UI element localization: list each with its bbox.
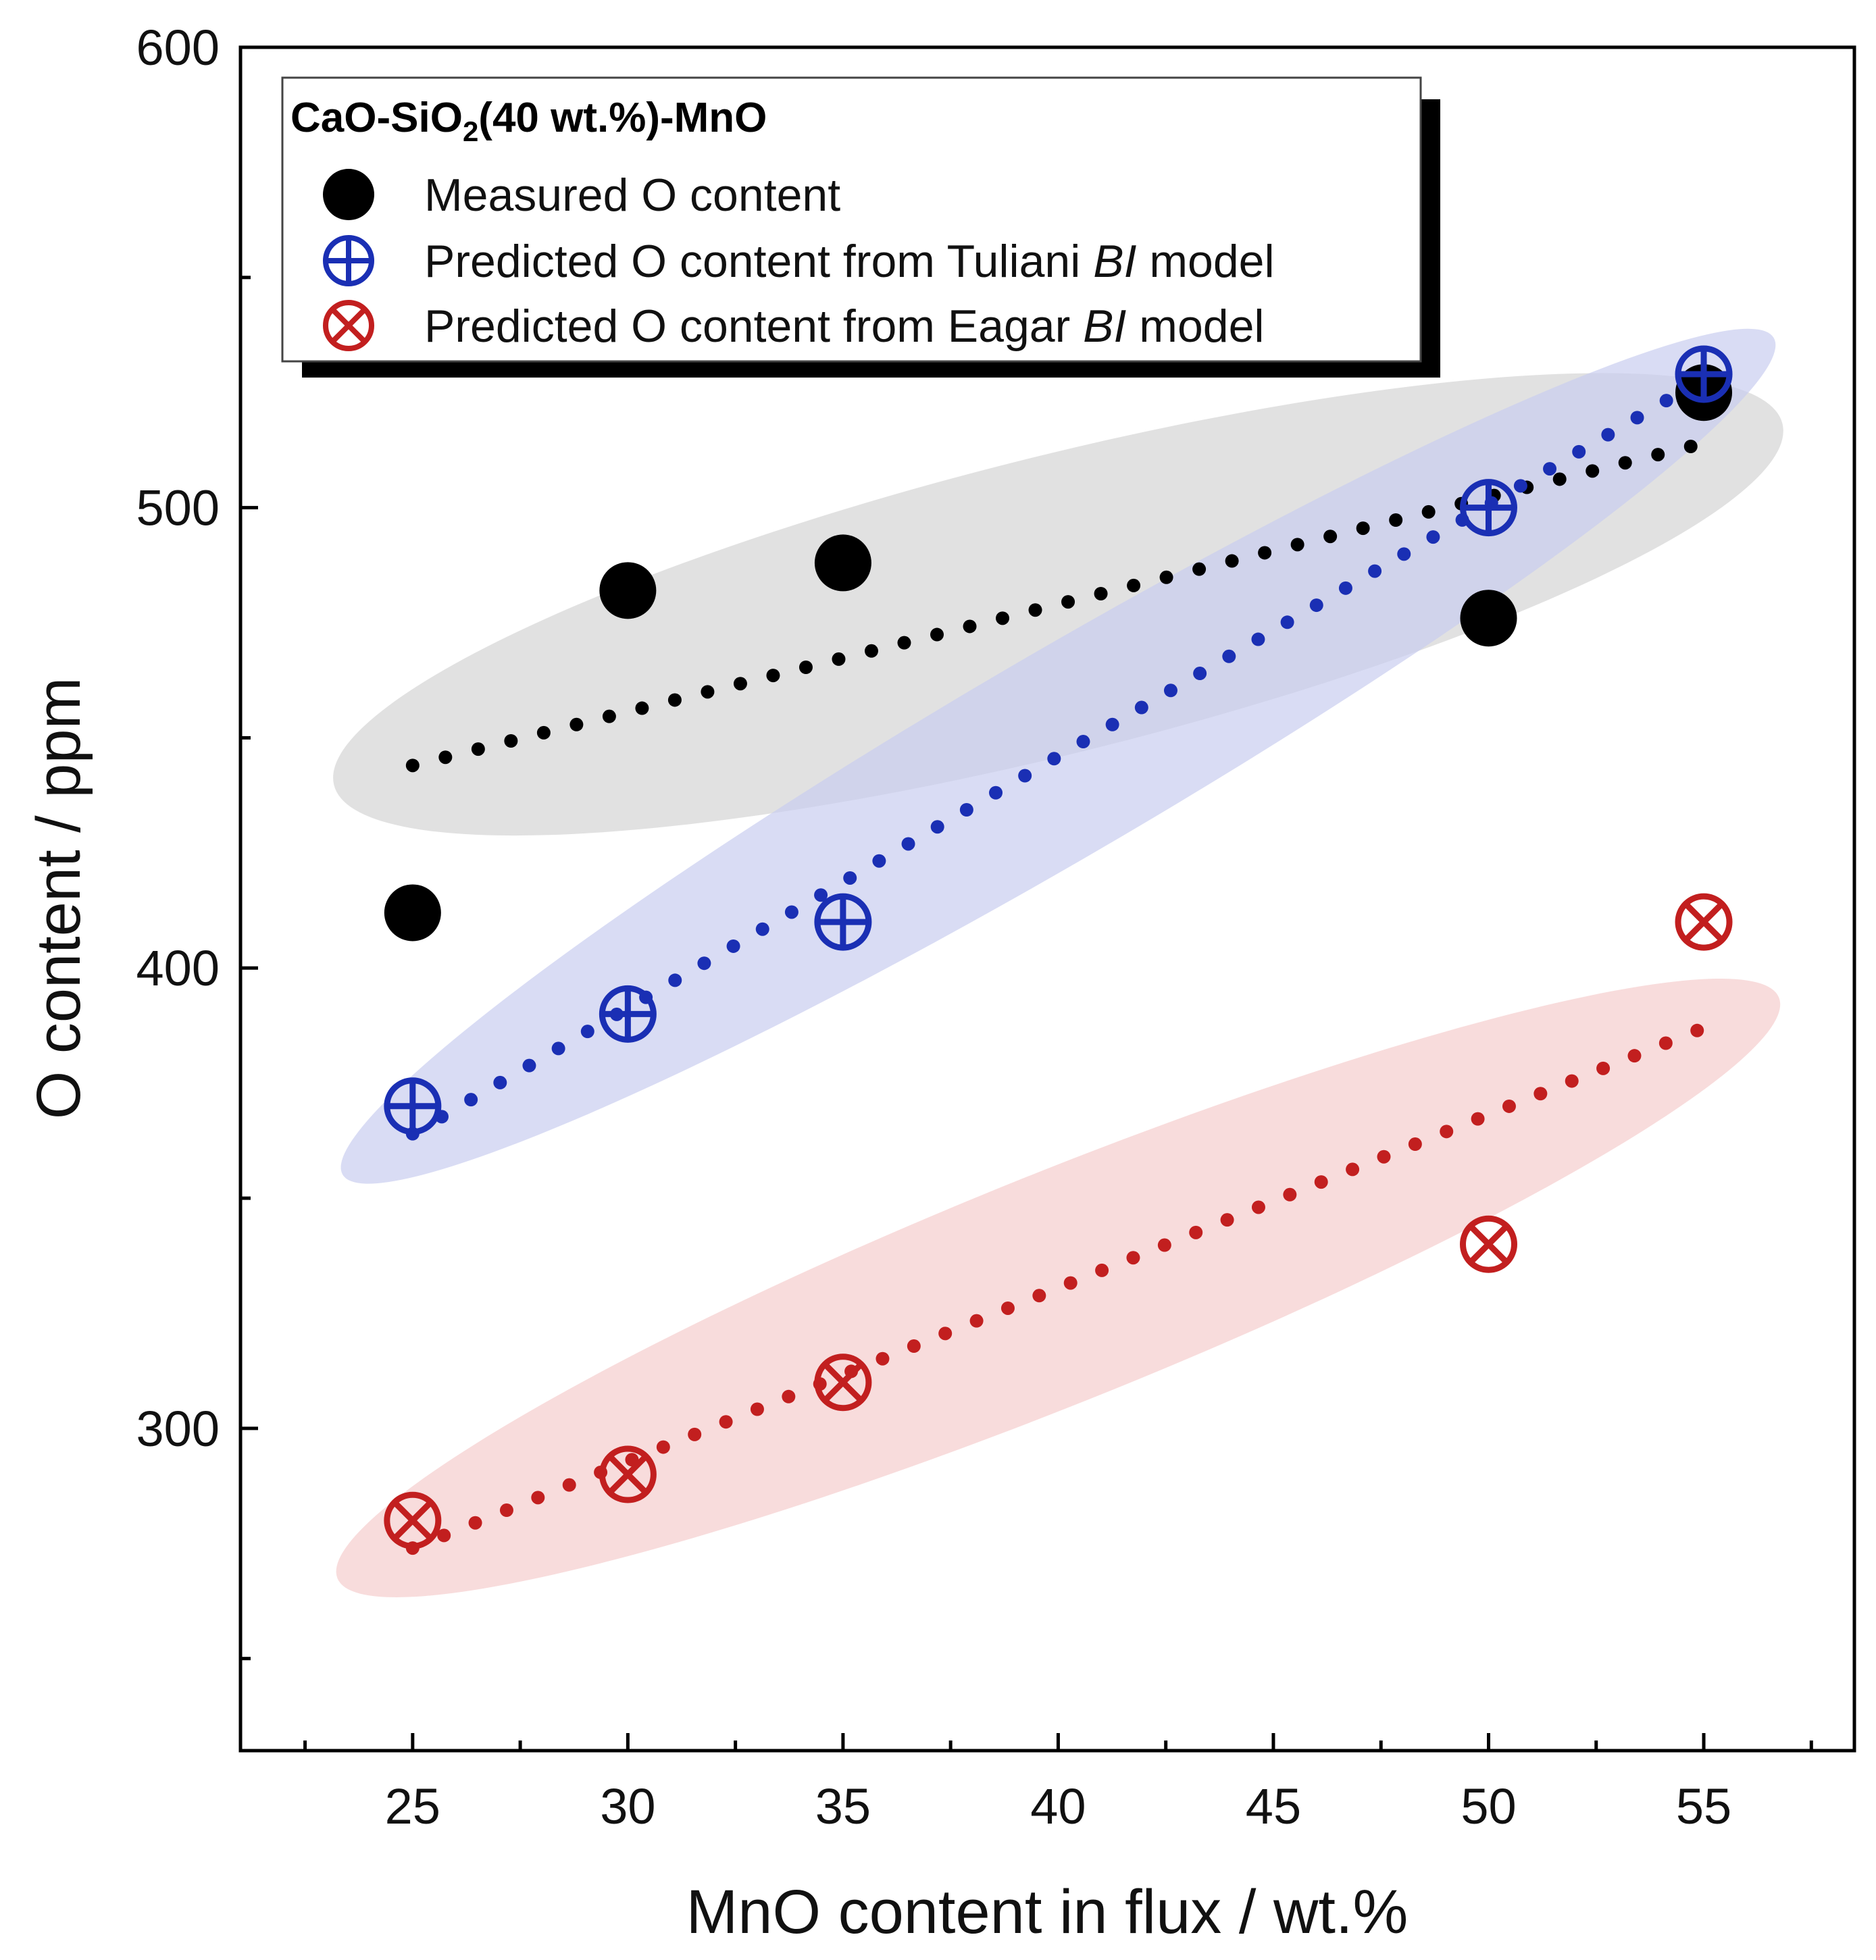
eagar-point: [814, 1353, 872, 1412]
legend-circle-x-icon: [323, 300, 374, 351]
trend-line-predicted-o-content-from-eagar-bi-model: [405, 1021, 1711, 1555]
measured-point: [814, 534, 871, 592]
tuliani-point: [814, 893, 872, 951]
x-tick-label: 35: [815, 1778, 871, 1834]
y-tick-label: 600: [136, 20, 220, 76]
x-tick-label: 55: [1676, 1778, 1731, 1834]
x-tick-label: 50: [1461, 1778, 1516, 1834]
legend: CaO-SiO2(40 wt.%)-MnO Measured O content…: [281, 76, 1440, 378]
axis-ticks: [240, 45, 1813, 1751]
legend-entry-tuliani: Predicted O content from Tuliani BI mode…: [424, 236, 1275, 287]
eagar-point: [599, 1445, 657, 1503]
x-tick-label: 45: [1246, 1778, 1301, 1834]
y-tick-label: 300: [136, 1401, 220, 1457]
eagar-point: [1675, 893, 1733, 951]
y-tick-label: 400: [136, 940, 220, 996]
legend-title: CaO-SiO2(40 wt.%)-MnO: [290, 95, 767, 147]
legend-entry-eagar: Predicted O content from Eagar BI model: [424, 301, 1265, 352]
tuliani-point: [1459, 479, 1517, 537]
data-markers: [384, 345, 1733, 1549]
eagar-shade-ellipse: [336, 978, 1781, 1597]
x-tick-label: 25: [385, 1778, 440, 1834]
tuliani-point: [1675, 345, 1733, 403]
x-tick-label: 40: [1030, 1778, 1086, 1834]
legend-box: [281, 76, 1422, 363]
y-axis-title: O content / ppm: [24, 677, 93, 1120]
x-axis-title: MnO content in flux / wt.%: [686, 1878, 1409, 1946]
eagar-point: [384, 1491, 442, 1549]
tuliani-point: [599, 985, 657, 1043]
y-tick-label: 500: [136, 480, 220, 536]
x-tick-label: 30: [600, 1778, 655, 1834]
eagar-point: [1459, 1215, 1517, 1273]
measured-point: [1460, 590, 1517, 647]
legend-filled-circle-icon: [323, 169, 374, 220]
measured-point: [599, 562, 657, 619]
plot-frame: [238, 45, 1856, 1753]
measured-point: [384, 884, 441, 942]
tuliani-point: [384, 1077, 442, 1135]
legend-circle-plus-icon: [323, 235, 374, 286]
legend-entry-measured: Measured O content: [424, 170, 840, 221]
